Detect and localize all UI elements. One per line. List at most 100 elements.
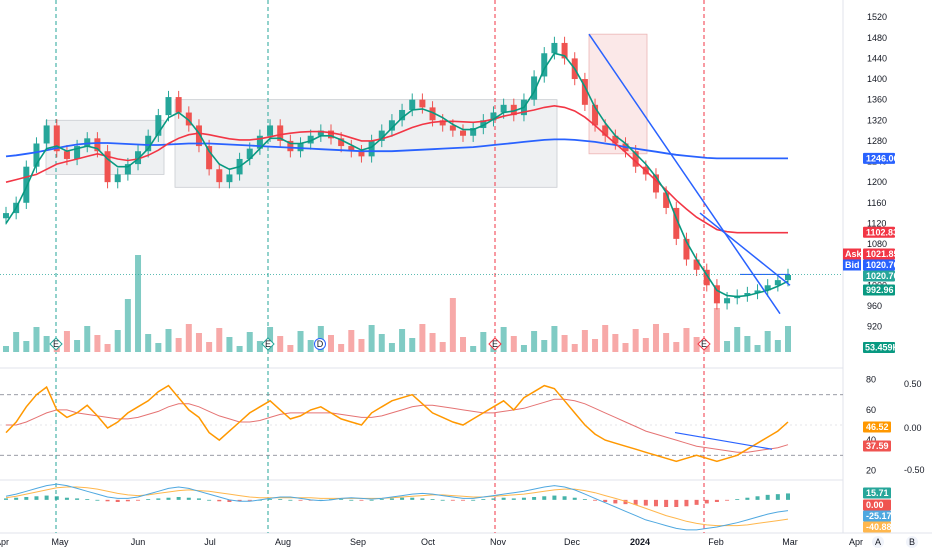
macd-histogram-bar xyxy=(95,499,100,501)
time-axis-label: Dec xyxy=(564,537,581,547)
candle-body xyxy=(277,125,284,141)
price-tag-value: 1021.85 xyxy=(866,249,899,259)
volume-bar xyxy=(327,335,334,352)
macd-histogram-bar xyxy=(298,499,303,501)
candle-body xyxy=(3,213,9,219)
volume-bar xyxy=(43,336,50,352)
volume-bar xyxy=(226,337,233,352)
volume-bar xyxy=(13,332,20,352)
candle-body xyxy=(460,130,467,136)
price-tag-label: Ask xyxy=(845,249,863,259)
volume-bar xyxy=(104,344,111,352)
macd-histogram-bar xyxy=(379,499,384,500)
corner-icon[interactable] xyxy=(872,536,884,548)
candle-body xyxy=(216,169,223,183)
macd-histogram-bar xyxy=(623,499,628,505)
macd-histogram-bar xyxy=(400,497,405,500)
macd-histogram-bar xyxy=(14,497,19,500)
candle-body xyxy=(693,259,700,270)
macd-histogram-bar xyxy=(75,498,80,500)
earnings-marker xyxy=(261,337,275,351)
volume-bar xyxy=(632,329,639,352)
macd-histogram-bar xyxy=(684,499,689,507)
event-marker-label: D xyxy=(317,339,324,349)
volume-bar xyxy=(724,341,731,352)
candle-body xyxy=(713,285,720,304)
volume-bar xyxy=(419,324,426,352)
volume-bar xyxy=(216,328,223,352)
rsi-line xyxy=(5,384,789,463)
rsi-tag-box xyxy=(863,421,891,433)
corner-icon[interactable] xyxy=(906,536,918,548)
macd-histogram-bar xyxy=(369,499,374,501)
candle-body xyxy=(104,151,111,183)
rsi-right-tick: 0.00 xyxy=(904,423,922,433)
macd-histogram-bar xyxy=(166,497,171,500)
macd-tag-box xyxy=(863,510,891,522)
macd-tag-value: -40.88 xyxy=(866,522,892,532)
price-tick-label: 1480 xyxy=(867,33,887,43)
rsi-right-tick: -0.50 xyxy=(904,465,925,475)
time-axis-label: Jul xyxy=(204,537,216,547)
corner-icon-label: B xyxy=(909,537,915,547)
price-tick-label: 1120 xyxy=(867,218,886,228)
candle-body xyxy=(388,120,395,131)
volume-bar xyxy=(449,298,456,352)
price-tick-label: 920 xyxy=(867,322,882,332)
macd-histogram-bar xyxy=(268,499,273,500)
macd-tag-box xyxy=(863,499,891,511)
macd-histogram-bar xyxy=(339,499,344,500)
macd-histogram-bar xyxy=(735,499,740,500)
volume-tag-box xyxy=(863,342,895,353)
rsi-trendline xyxy=(674,431,773,450)
price-tick-label: 1320 xyxy=(867,115,887,125)
macd-histogram-bar xyxy=(582,499,587,500)
volume-bar xyxy=(368,325,375,352)
candle-body xyxy=(287,140,294,152)
candle-body xyxy=(612,135,619,144)
volume-bar xyxy=(338,344,345,352)
volume-bar xyxy=(256,341,263,352)
macd-histogram-bar xyxy=(461,499,466,501)
macd-histogram-bar xyxy=(521,497,526,500)
macd-histogram-bar xyxy=(410,497,415,500)
macd-histogram-bar xyxy=(633,499,638,505)
rsi-tick-label: 60 xyxy=(866,405,876,415)
volume-bar xyxy=(23,341,30,352)
price-tag-box xyxy=(863,259,895,271)
macd-histogram-bar xyxy=(136,499,141,501)
volume-bar xyxy=(185,324,192,352)
time-axis-label: Aug xyxy=(275,537,291,547)
macd-histogram-bar xyxy=(501,497,506,500)
macd-histogram-bar xyxy=(704,499,709,504)
macd-histogram-bar xyxy=(653,499,658,507)
candle-body xyxy=(114,174,121,183)
volume-bar xyxy=(409,338,416,352)
candle-body xyxy=(774,280,781,286)
volume-bar xyxy=(135,255,142,352)
volume-bar xyxy=(683,328,690,352)
macd-histogram-bar xyxy=(24,497,29,500)
volume-bar xyxy=(774,340,781,352)
volume-bar xyxy=(3,346,9,352)
candle-body xyxy=(449,125,456,131)
candle-body xyxy=(155,115,162,136)
price-tag-box xyxy=(863,226,895,238)
macd-histogram-bar xyxy=(186,497,191,500)
price-tick-label: 1280 xyxy=(867,136,887,146)
macd-histogram-bar xyxy=(664,499,669,507)
volume-bar xyxy=(561,335,568,352)
macd-histogram-bar xyxy=(430,499,435,500)
volume-bar xyxy=(246,332,253,352)
volume-bar xyxy=(114,330,121,352)
volume-bar xyxy=(744,336,751,352)
candle-body xyxy=(206,146,213,170)
macd-histogram-bar xyxy=(125,499,130,502)
volume-tag-value: 53.459K xyxy=(865,343,900,353)
volume-bar xyxy=(63,331,70,352)
candle-body xyxy=(744,293,751,296)
volume-bar xyxy=(277,336,284,352)
macd-histogram-bar xyxy=(115,499,120,502)
